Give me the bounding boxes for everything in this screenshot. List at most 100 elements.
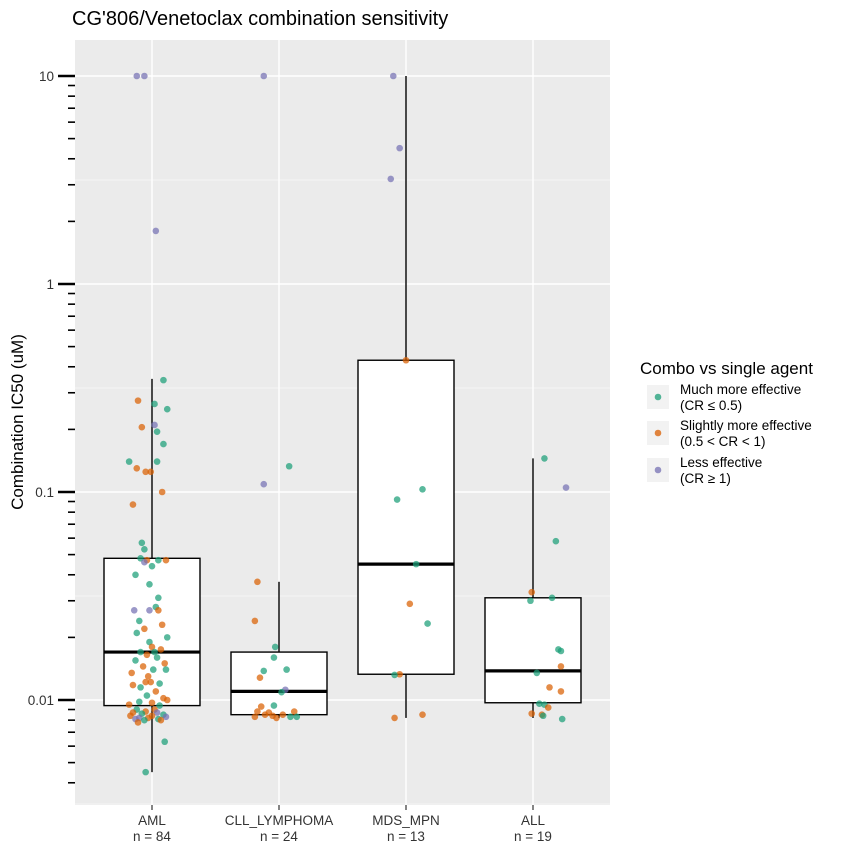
data-point (539, 712, 547, 720)
data-point (146, 580, 153, 588)
data-point (153, 428, 161, 435)
x-tick-label: MDS_MPN (372, 813, 440, 828)
y-tick-label: 10 (39, 69, 54, 84)
data-point (134, 397, 142, 404)
data-point (156, 702, 163, 709)
data-point (273, 714, 280, 722)
data-point (136, 698, 143, 706)
data-point (528, 588, 536, 596)
data-point (419, 486, 426, 493)
data-point (152, 227, 160, 235)
data-point (160, 440, 167, 448)
data-point (558, 715, 566, 723)
data-point (153, 654, 161, 661)
data-point (134, 719, 142, 726)
x-count-label: n = 84 (133, 829, 171, 844)
legend-key-slightly (654, 429, 662, 437)
legend-sublabel: (CR ≥ 1) (680, 471, 731, 486)
data-point (129, 681, 137, 689)
y-axis-title: Combination IC50 (uM) (8, 334, 27, 510)
data-point (424, 620, 431, 627)
legend-title: Combo vs single agent (640, 359, 813, 378)
data-point (548, 594, 556, 602)
data-point (278, 688, 285, 696)
data-point (125, 701, 133, 708)
data-point (254, 578, 261, 586)
data-point (152, 688, 160, 695)
data-point (151, 421, 158, 429)
data-point (254, 708, 261, 715)
data-point (157, 716, 165, 724)
data-point (138, 423, 146, 431)
data-point (142, 468, 149, 476)
data-point (557, 663, 565, 670)
data-point (283, 666, 290, 673)
data-point (557, 647, 565, 655)
data-point (419, 711, 426, 718)
legend-key-less (654, 466, 662, 474)
data-point (533, 669, 541, 677)
data-point (128, 669, 135, 677)
data-point (149, 666, 157, 673)
data-point (141, 546, 148, 553)
data-point (163, 696, 171, 704)
x-tick-label: ALL (521, 813, 546, 828)
data-point (552, 537, 560, 545)
data-point (125, 458, 133, 465)
y-tick-label: 0.01 (28, 693, 54, 708)
data-point (161, 660, 168, 667)
y-tick-label: 1 (46, 277, 54, 292)
box-iqr (357, 359, 455, 675)
data-point (143, 692, 151, 699)
data-point (153, 458, 161, 465)
x-count-label: n = 24 (260, 829, 298, 844)
data-point (130, 606, 138, 614)
data-point (148, 643, 156, 651)
data-point (557, 688, 565, 695)
data-point (141, 558, 148, 566)
data-point (285, 462, 293, 470)
legend: Combo vs single agent Much more effectiv… (640, 359, 813, 486)
data-point (148, 699, 156, 707)
data-point (158, 488, 166, 496)
data-point (270, 702, 278, 709)
data-point (129, 501, 137, 508)
data-point (141, 72, 148, 80)
data-point (527, 597, 534, 605)
data-point (162, 666, 170, 673)
data-point (541, 455, 548, 462)
data-point (271, 643, 279, 651)
x-count-label: n = 19 (514, 829, 552, 844)
data-point (261, 711, 269, 718)
data-point (141, 625, 148, 633)
data-point (157, 646, 165, 653)
data-point (260, 667, 268, 675)
data-point (153, 709, 161, 716)
data-point (544, 704, 552, 711)
data-point (270, 654, 278, 661)
data-point (148, 562, 156, 570)
data-point (155, 556, 162, 564)
data-point (163, 634, 171, 641)
data-point (279, 711, 287, 718)
data-point (151, 400, 158, 408)
data-point (396, 670, 403, 678)
chart-title: CG'806/Venetoclax combination sensitivit… (72, 8, 448, 30)
data-point (138, 539, 146, 547)
data-point (257, 703, 265, 710)
point-group (125, 72, 570, 776)
data-point (137, 648, 144, 656)
data-point (146, 638, 153, 646)
data-point (396, 144, 403, 152)
data-point (412, 560, 420, 568)
legend-sublabel: (0.5 < CR < 1) (680, 434, 766, 449)
legend-key-much (654, 393, 662, 401)
box-iqr (484, 597, 582, 704)
data-point (132, 571, 139, 579)
data-point (147, 678, 155, 686)
data-point (562, 484, 570, 491)
data-point (390, 72, 397, 80)
data-point (151, 648, 158, 656)
